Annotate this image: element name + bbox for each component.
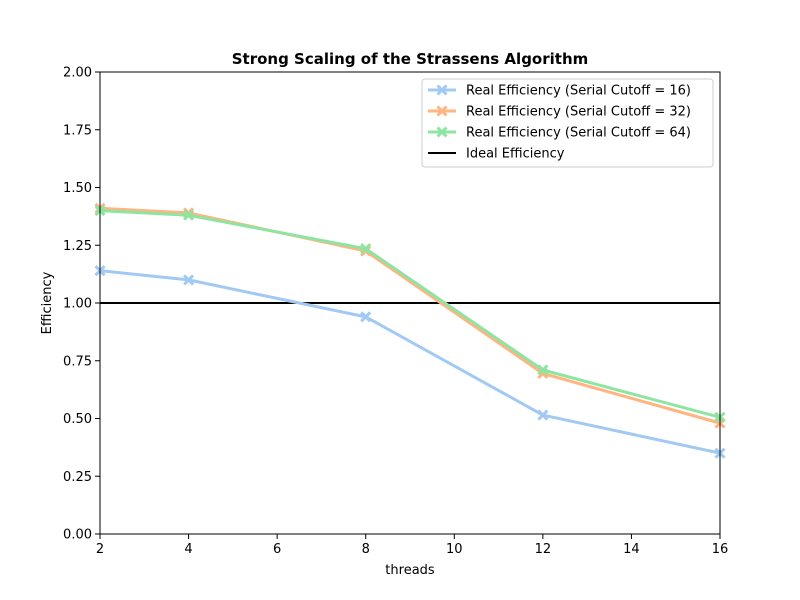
legend-entry-2: Real Efficiency (Serial Cutoff = 32)	[428, 105, 691, 120]
y-tick-label: 1.25	[63, 239, 92, 254]
data-point	[537, 364, 549, 376]
legend-marker	[436, 105, 448, 117]
x-tick-label: 14	[623, 542, 640, 557]
series-group	[94, 202, 726, 459]
data-point	[183, 209, 195, 221]
series-line-3	[98, 209, 722, 419]
legend-label: Ideal Efficiency	[466, 147, 565, 162]
legend: Real Efficiency (Serial Cutoff = 16) Real…	[421, 78, 714, 168]
data-point	[360, 243, 372, 255]
legend-entry-4: Ideal Efficiency	[428, 147, 565, 162]
x-tick-label: 2	[96, 542, 104, 557]
chart-title: Strong Scaling of the Strassens Algorith…	[232, 50, 589, 68]
x-tick-label: 12	[535, 542, 552, 557]
legend-box	[421, 78, 714, 168]
y-tick-label: 1.50	[63, 181, 92, 196]
x-tick-label: 4	[184, 542, 192, 557]
x-axis-label: threads	[385, 563, 435, 578]
legend-entry-3: Real Efficiency (Serial Cutoff = 64)	[428, 126, 691, 141]
y-tick-label: 0.00	[63, 528, 92, 543]
x-tick-label: 6	[273, 542, 281, 557]
series-3	[94, 205, 726, 423]
legend-label: Real Efficiency (Serial Cutoff = 64)	[466, 126, 691, 141]
legend-label: Real Efficiency (Serial Cutoff = 32)	[466, 105, 691, 120]
legend-marker	[436, 126, 448, 138]
y-tick-label: 0.50	[63, 412, 92, 427]
data-point	[360, 311, 372, 323]
series-1	[94, 265, 726, 459]
series-line-1	[98, 269, 722, 455]
series-line-2	[98, 206, 722, 425]
legend-marker	[436, 84, 448, 96]
legend-label: Real Efficiency (Serial Cutoff = 16)	[466, 84, 691, 99]
data-point	[183, 274, 195, 286]
axes: 2 4 6 8 10 12 14 16 0.00 0.25 0.50 0.75 1.00 1.25 1.50…	[63, 66, 728, 558]
y-tick-label: 0.25	[63, 470, 92, 485]
y-tick-label: 1.75	[63, 123, 92, 138]
y-tick-label: 0.75	[63, 354, 92, 369]
data-point	[537, 409, 549, 421]
y-tick-label: 1.00	[63, 297, 92, 312]
x-tick-label: 16	[712, 542, 729, 557]
y-axis-label: Efficiency	[40, 271, 55, 334]
legend-entry-1: Real Efficiency (Serial Cutoff = 16)	[428, 84, 691, 99]
x-tick-label: 10	[446, 542, 463, 557]
x-tick-label: 8	[362, 542, 370, 557]
y-tick-label: 2.00	[63, 66, 92, 81]
